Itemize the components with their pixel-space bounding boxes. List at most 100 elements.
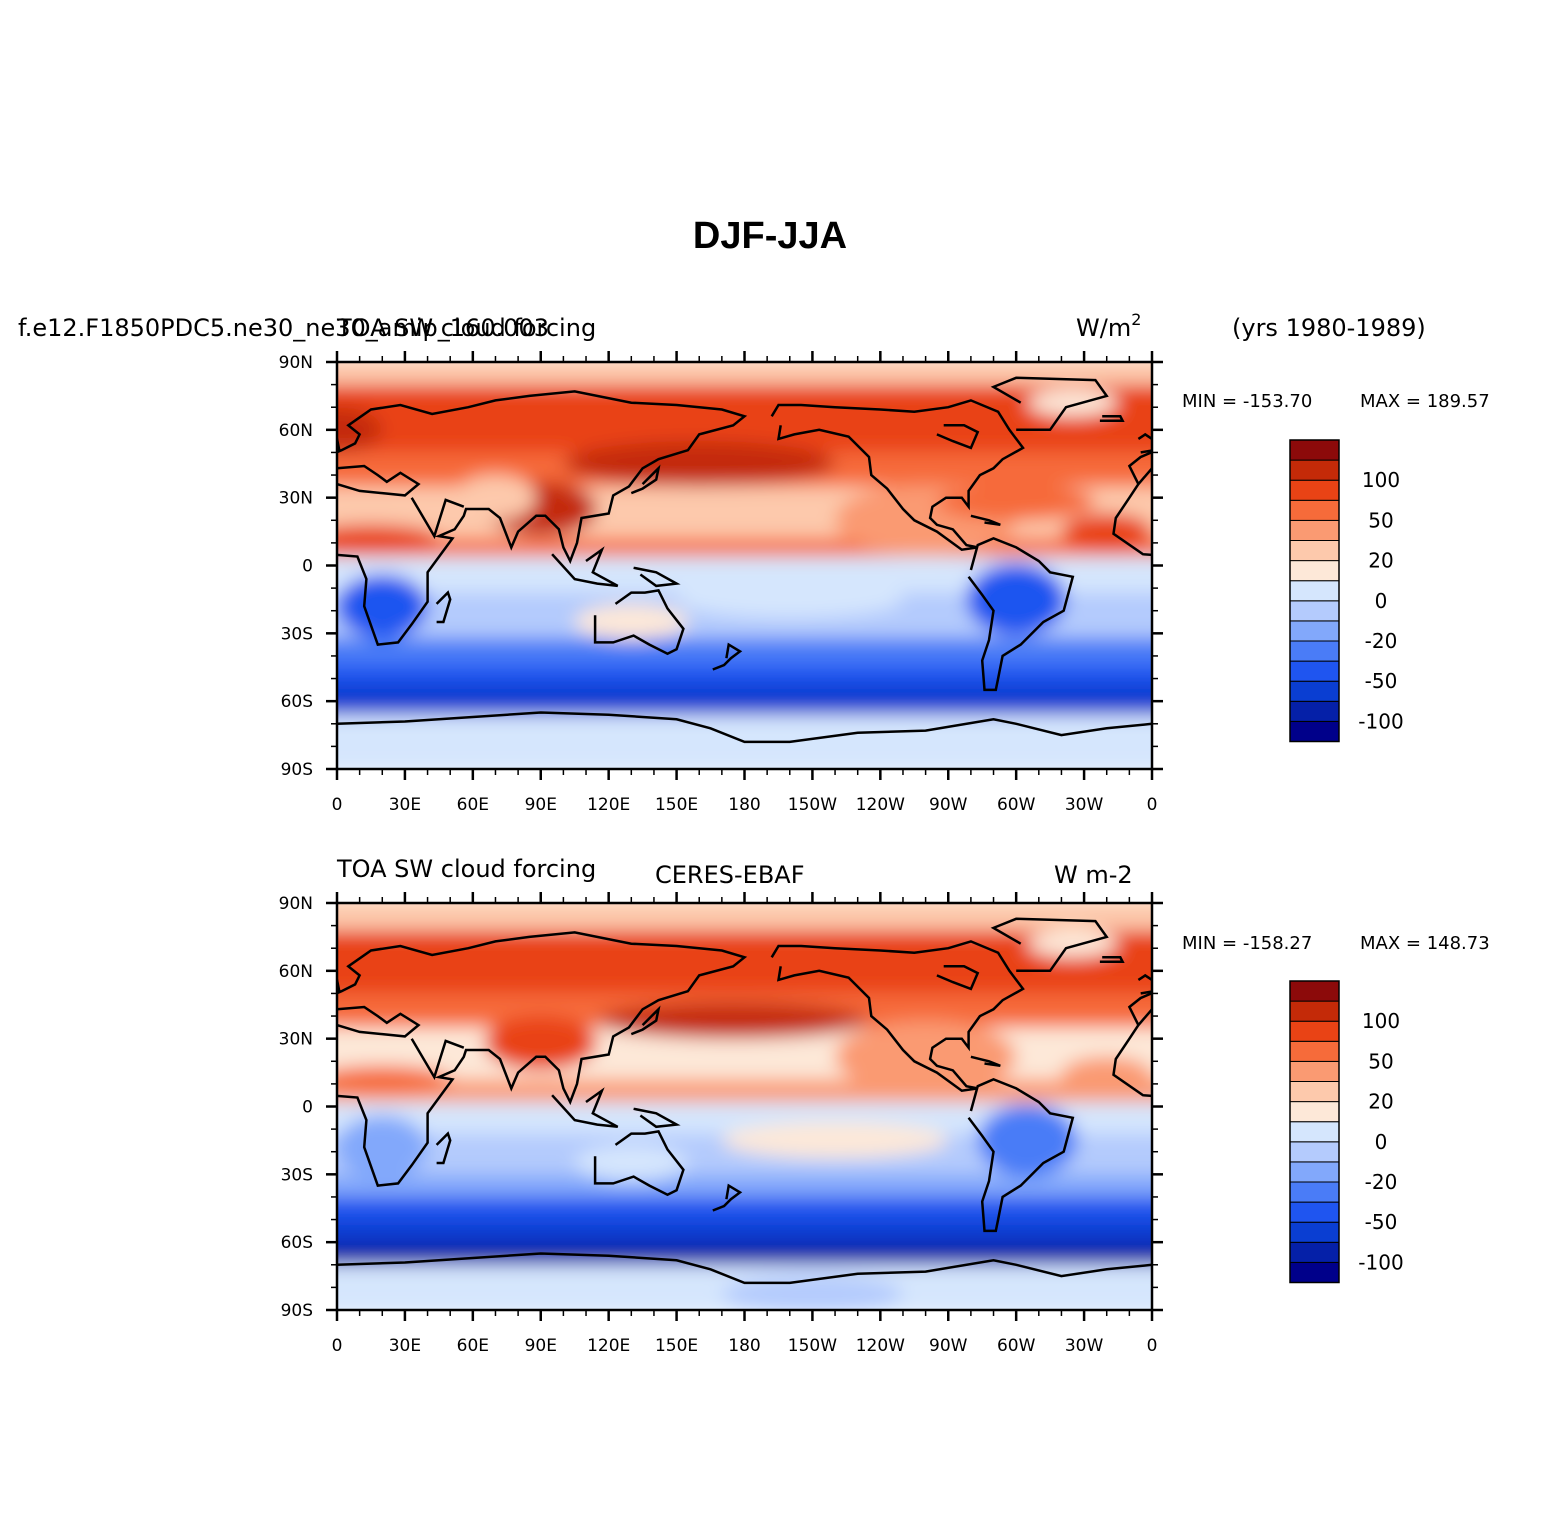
x-tick-label: 0 <box>1147 795 1158 815</box>
colorbar-box <box>1289 1060 1340 1083</box>
obs-colorbar: 100 50 20 0 -20 -50 -100 <box>1289 980 1404 1284</box>
x-tick-label: 120W <box>856 1336 905 1356</box>
x-tick-label: 180 <box>728 795 760 815</box>
x-tick-label: 30E <box>389 1336 421 1356</box>
y-tick-label: 30S <box>281 1165 313 1185</box>
colorbar-box <box>1289 980 1340 1002</box>
x-tick-label: 150E <box>655 1336 698 1356</box>
colorbar-box <box>1289 1121 1340 1143</box>
colorbar-label: 20 <box>1368 1090 1393 1114</box>
colorbar-label: -100 <box>1358 709 1403 733</box>
colorbar-box <box>1289 459 1340 481</box>
y-tick-label: 0 <box>302 557 313 577</box>
x-tick-label: 60E <box>457 795 489 815</box>
x-tick-label: 120E <box>587 795 630 815</box>
colorbar-box <box>1289 640 1340 662</box>
model-panel: f.e12.F1850PDC5.ne30_ne30_amip_160.003 T… <box>18 310 1490 815</box>
obs-map-field <box>337 903 1152 1310</box>
colorbar-box <box>1289 1000 1340 1022</box>
y-tick-label: 30S <box>281 624 313 644</box>
y-tick-label: 0 <box>302 1098 313 1118</box>
y-tick-label: 90N <box>279 353 313 373</box>
colorbar-box <box>1289 620 1340 642</box>
colorbar-box <box>1289 680 1340 702</box>
colorbar-label: -20 <box>1365 629 1398 653</box>
colorbar-box <box>1289 479 1340 501</box>
figure-title: DJF-JJA <box>693 215 847 257</box>
obs-variable-title: TOA SW cloud forcing <box>336 855 596 883</box>
x-tick-label: 150W <box>788 1336 837 1356</box>
obs-case-title: CERES-EBAF <box>655 861 805 889</box>
colorbar-label: 50 <box>1368 508 1393 532</box>
x-tick-label: 90W <box>929 1336 968 1356</box>
x-tick-label: 150W <box>788 795 837 815</box>
model-colorbar: 100 50 20 0 -20 -50 -100 <box>1289 439 1404 743</box>
x-tick-label: 180 <box>728 1336 760 1356</box>
model-max-label: MAX = 189.57 <box>1360 391 1490 412</box>
colorbar-label: -50 <box>1365 1210 1398 1234</box>
y-tick-label: 30N <box>279 489 313 509</box>
x-tick-label: 0 <box>332 1336 343 1356</box>
y-tick-label: 90S <box>281 760 313 780</box>
x-tick-label: 90E <box>525 1336 557 1356</box>
colorbar-box <box>1289 1081 1340 1103</box>
y-tick-label: 90N <box>279 894 313 914</box>
colorbar-box <box>1289 499 1340 521</box>
y-tick-label: 60N <box>279 421 313 441</box>
colorbar-box <box>1289 1101 1340 1123</box>
colorbar-label: -100 <box>1358 1250 1403 1274</box>
colorbar-box <box>1289 600 1340 622</box>
colorbar-box <box>1289 1181 1340 1203</box>
colorbar-label: 20 <box>1368 549 1393 573</box>
colorbar-box <box>1289 580 1340 602</box>
colorbar-box <box>1289 540 1340 562</box>
y-tick-label: 60S <box>281 1233 313 1253</box>
model-map-field <box>337 362 1152 769</box>
colorbar-label: 50 <box>1368 1049 1393 1073</box>
model-units-sup: 2 <box>1131 310 1141 329</box>
colorbar-box <box>1289 1040 1340 1062</box>
colorbar-box <box>1289 1261 1340 1284</box>
obs-panel: TOA SW cloud forcing CERES-EBAF W m-2 0 3… <box>279 855 1490 1356</box>
colorbar-box <box>1289 720 1340 743</box>
x-tick-label: 30W <box>1065 1336 1104 1356</box>
x-tick-label: 30W <box>1065 795 1104 815</box>
colorbar-box <box>1289 1020 1340 1042</box>
model-years: (yrs 1980-1989) <box>1232 314 1426 342</box>
x-tick-label: 60E <box>457 1336 489 1356</box>
colorbar-label: 0 <box>1375 589 1388 613</box>
x-tick-label: 150E <box>655 795 698 815</box>
y-tick-label: 90S <box>281 1301 313 1321</box>
colorbar-label: 100 <box>1362 1009 1400 1033</box>
colorbar-box <box>1289 1141 1340 1163</box>
colorbar-box <box>1289 660 1340 682</box>
obs-units: W m-2 <box>1054 861 1133 889</box>
y-tick-label: 30N <box>279 1030 313 1050</box>
y-tick-label: 60S <box>281 692 313 712</box>
x-tick-label: 0 <box>1147 1336 1158 1356</box>
x-tick-label: 90E <box>525 795 557 815</box>
x-tick-label: 120W <box>856 795 905 815</box>
x-tick-label: 60W <box>997 795 1036 815</box>
model-variable-title: TOA SW cloud forcing <box>336 314 596 342</box>
colorbar-box <box>1289 1221 1340 1243</box>
colorbar-box <box>1289 560 1340 582</box>
colorbar-label: 0 <box>1375 1130 1388 1154</box>
x-tick-label: 0 <box>332 795 343 815</box>
colorbar-box <box>1289 1241 1340 1263</box>
colorbar-box <box>1289 1201 1340 1223</box>
colorbar-box <box>1289 1161 1340 1183</box>
model-min-label: MIN = -153.70 <box>1182 391 1312 412</box>
x-tick-label: 90W <box>929 795 968 815</box>
colorbar-box <box>1289 519 1340 542</box>
obs-min-label: MIN = -158.27 <box>1182 933 1312 954</box>
colorbar-label: -20 <box>1365 1170 1398 1194</box>
model-units: W/m2 <box>1076 310 1141 342</box>
model-units-base: W/m <box>1076 314 1131 342</box>
x-tick-label: 60W <box>997 1336 1036 1356</box>
x-tick-label: 120E <box>587 1336 630 1356</box>
y-tick-label: 60N <box>279 962 313 982</box>
colorbar-label: 100 <box>1362 468 1400 492</box>
obs-max-label: MAX = 148.73 <box>1360 933 1490 954</box>
